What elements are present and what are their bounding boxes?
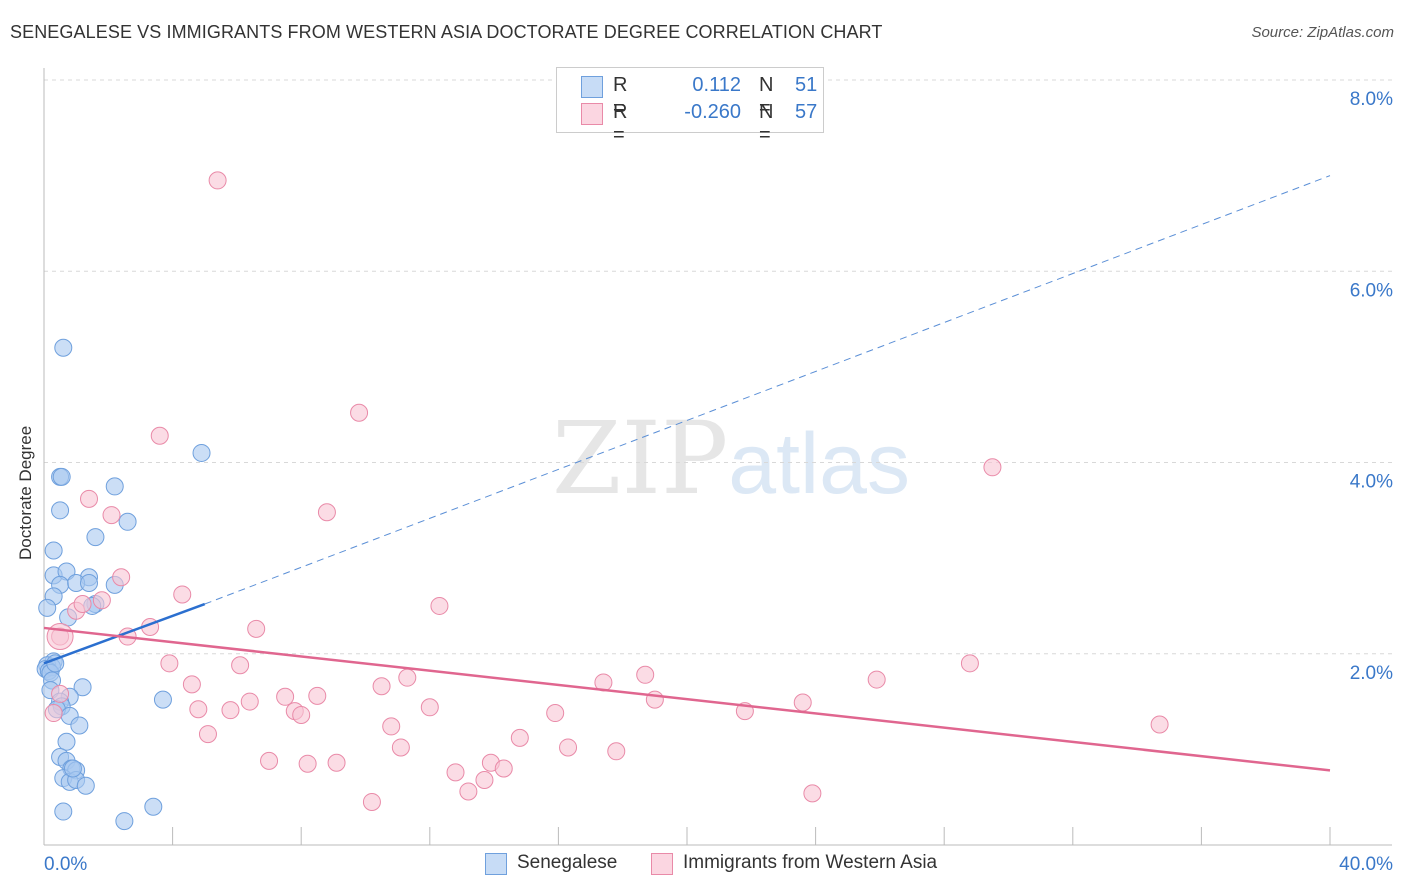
point-western-asia [430,596,449,615]
watermark-atlas: atlas [728,416,910,512]
legend-swatch-senegalese [581,76,603,98]
legend-n-value: 57 [795,101,818,123]
point-senegalese [57,732,76,751]
point-western-asia [260,751,279,770]
legend-swatch-western-asia [581,103,603,125]
point-senegalese [52,467,71,486]
y-tick-label: 2.0% [1350,663,1393,684]
point-western-asia [327,753,346,772]
point-western-asia [208,171,227,190]
bottom-legend-swatch-senegalese [485,853,507,875]
point-western-asia [173,585,192,604]
point-western-asia [102,506,121,525]
bottom-legend-label: Senegalese [517,852,618,873]
point-senegalese [54,802,73,821]
point-western-asia-large [46,623,74,651]
watermark-zip: ZIP [552,400,729,517]
point-senegalese [44,541,63,560]
point-western-asia [73,595,92,614]
point-western-asia [276,687,295,706]
trend-line-senegalese-extended [204,175,1331,605]
point-western-asia [510,728,529,747]
point-senegalese [54,338,73,357]
legend-r-value: 0.112 [692,74,741,96]
point-western-asia [960,654,979,673]
point-western-asia [247,619,266,638]
point-western-asia [803,784,822,803]
point-senegalese [118,512,137,531]
point-senegalese [51,501,70,520]
point-western-asia [398,668,417,687]
point-western-asia [189,700,208,719]
point-western-asia [867,670,886,689]
point-western-asia [391,738,410,757]
legend-n-value: 51 [795,74,818,96]
point-western-asia [231,656,250,675]
y-tick-label: 6.0% [1350,280,1393,301]
point-western-asia [636,665,655,684]
y-tick-label: 8.0% [1350,89,1393,110]
point-western-asia [494,759,513,778]
point-western-asia [475,770,494,789]
point-western-asia [362,792,381,811]
point-senegalese [153,690,172,709]
point-western-asia [292,705,311,724]
point-western-asia [1150,715,1169,734]
source-label: Source: ZipAtlas.com [1251,24,1394,41]
point-senegalese [38,598,57,617]
point-western-asia [308,686,327,705]
watermark: ZIPatlas [552,400,910,517]
point-western-asia [298,754,317,773]
point-senegalese [144,797,163,816]
point-senegalese [76,776,95,795]
trend-line-western-asia [43,626,1331,772]
point-western-asia [546,704,565,723]
legend-r-label: R = [613,101,628,146]
point-western-asia [446,763,465,782]
point-senegalese [105,477,124,496]
point-western-asia [559,738,578,757]
point-western-asia [459,782,478,801]
point-western-asia [92,591,111,610]
bottom-legend-label: Immigrants from Western Asia [683,852,938,873]
point-western-asia [80,489,99,508]
point-western-asia [983,458,1002,477]
point-western-asia [420,698,439,717]
point-western-asia [317,503,336,522]
point-senegalese [192,443,211,462]
point-western-asia [198,725,217,744]
point-western-asia [350,403,369,422]
legend-n-label: N = [759,74,774,119]
point-western-asia [372,677,391,696]
point-western-asia [793,693,812,712]
point-senegalese [70,716,89,735]
correlation-legend: R = 0.112 N = 51 R = -0.260 N = 57 [556,67,824,146]
point-western-asia [112,568,131,587]
point-western-asia [150,426,169,445]
x-tick-label: 40.0% [1339,854,1393,875]
y-tick-label: 4.0% [1350,472,1393,493]
point-senegalese [115,812,134,831]
chart-title: SENEGALESE VS IMMIGRANTS FROM WESTERN AS… [10,22,883,42]
point-western-asia [182,675,201,694]
point-western-asia [160,654,179,673]
point-western-asia [51,684,70,703]
legend-r-value: -0.260 [684,101,741,123]
y-axis-label: Doctorate Degree [16,425,35,560]
point-senegalese [80,573,99,592]
point-senegalese [73,678,92,697]
trend-line-senegalese [43,602,206,665]
x-tick-label: 0.0% [44,854,87,875]
point-western-asia [382,717,401,736]
point-senegalese [63,759,82,778]
point-western-asia [44,704,63,723]
point-western-asia [607,742,626,761]
point-western-asia [240,692,259,711]
bottom-legend-swatch-western-asia [651,853,673,875]
point-senegalese [86,528,105,547]
legend-n-label: N = [759,101,774,146]
point-western-asia [221,701,240,720]
legend-r-label: R = [613,74,628,119]
